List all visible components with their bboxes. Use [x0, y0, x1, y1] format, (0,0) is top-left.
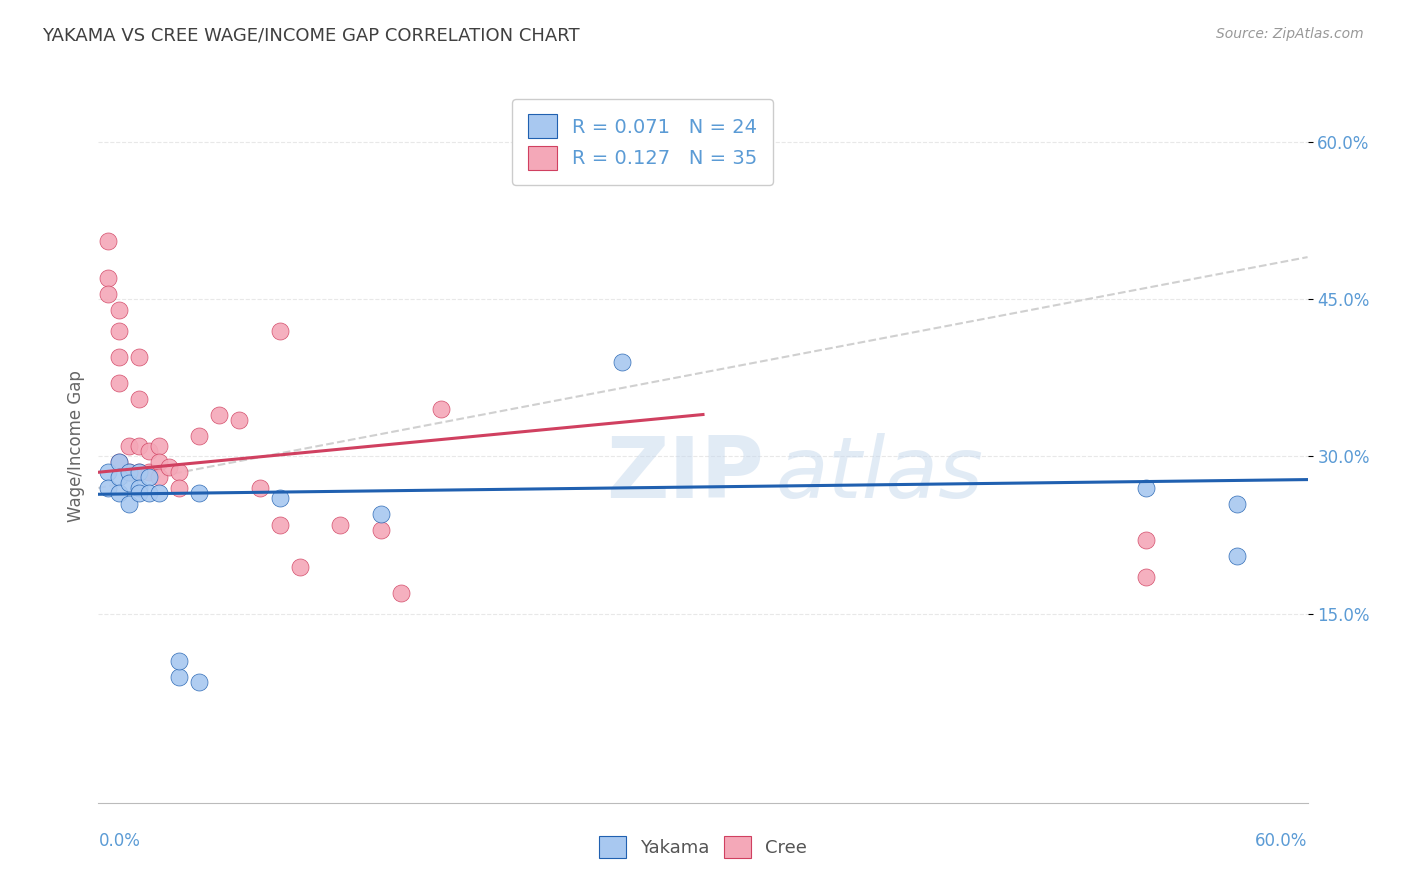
Point — [97, 271, 120, 285]
Point — [430, 402, 453, 417]
Point — [188, 675, 211, 690]
Point — [118, 475, 141, 490]
Point — [118, 497, 141, 511]
Text: Source: ZipAtlas.com: Source: ZipAtlas.com — [1216, 27, 1364, 41]
Point — [148, 486, 170, 500]
Point — [97, 481, 120, 495]
Point — [148, 455, 170, 469]
Text: 0.0%: 0.0% — [98, 831, 141, 849]
Point — [107, 324, 129, 338]
Point — [370, 507, 392, 521]
Point — [389, 586, 412, 600]
Point — [97, 235, 120, 249]
Point — [128, 392, 150, 406]
Point — [1135, 481, 1157, 495]
Point — [118, 465, 141, 479]
Point — [128, 486, 150, 500]
Point — [138, 470, 160, 484]
Point — [148, 439, 170, 453]
Point — [188, 428, 211, 442]
Point — [138, 486, 160, 500]
Point — [107, 302, 129, 317]
Point — [148, 470, 170, 484]
Point — [128, 481, 150, 495]
Point — [167, 654, 190, 668]
Point — [107, 470, 129, 484]
Point — [1226, 549, 1249, 564]
Point — [167, 670, 190, 684]
Point — [107, 455, 129, 469]
Text: ZIP: ZIP — [606, 433, 763, 516]
Point — [97, 286, 120, 301]
Point — [370, 523, 392, 537]
Point — [167, 481, 190, 495]
Point — [107, 486, 129, 500]
Text: 60.0%: 60.0% — [1256, 831, 1308, 849]
Point — [269, 324, 291, 338]
Text: atlas: atlas — [776, 433, 984, 516]
Y-axis label: Wage/Income Gap: Wage/Income Gap — [66, 370, 84, 522]
Point — [138, 465, 160, 479]
Point — [1135, 533, 1157, 548]
Point — [128, 465, 150, 479]
Text: YAKAMA VS CREE WAGE/INCOME GAP CORRELATION CHART: YAKAMA VS CREE WAGE/INCOME GAP CORRELATI… — [42, 27, 579, 45]
Point — [167, 465, 190, 479]
Point — [157, 460, 180, 475]
Point — [128, 439, 150, 453]
Point — [1135, 570, 1157, 584]
Point — [107, 376, 129, 390]
Point — [228, 413, 250, 427]
Point — [97, 465, 120, 479]
Point — [107, 350, 129, 364]
Point — [612, 355, 634, 369]
Point — [118, 465, 141, 479]
Point — [249, 481, 271, 495]
Legend: Yakama, Cree: Yakama, Cree — [592, 829, 814, 865]
Point — [128, 350, 150, 364]
Point — [329, 517, 352, 532]
Point — [269, 517, 291, 532]
Point — [1226, 497, 1249, 511]
Point — [208, 408, 231, 422]
Point — [107, 455, 129, 469]
Point — [128, 465, 150, 479]
Point — [138, 444, 160, 458]
Point — [288, 559, 311, 574]
Point — [188, 486, 211, 500]
Point — [269, 491, 291, 506]
Point — [118, 439, 141, 453]
